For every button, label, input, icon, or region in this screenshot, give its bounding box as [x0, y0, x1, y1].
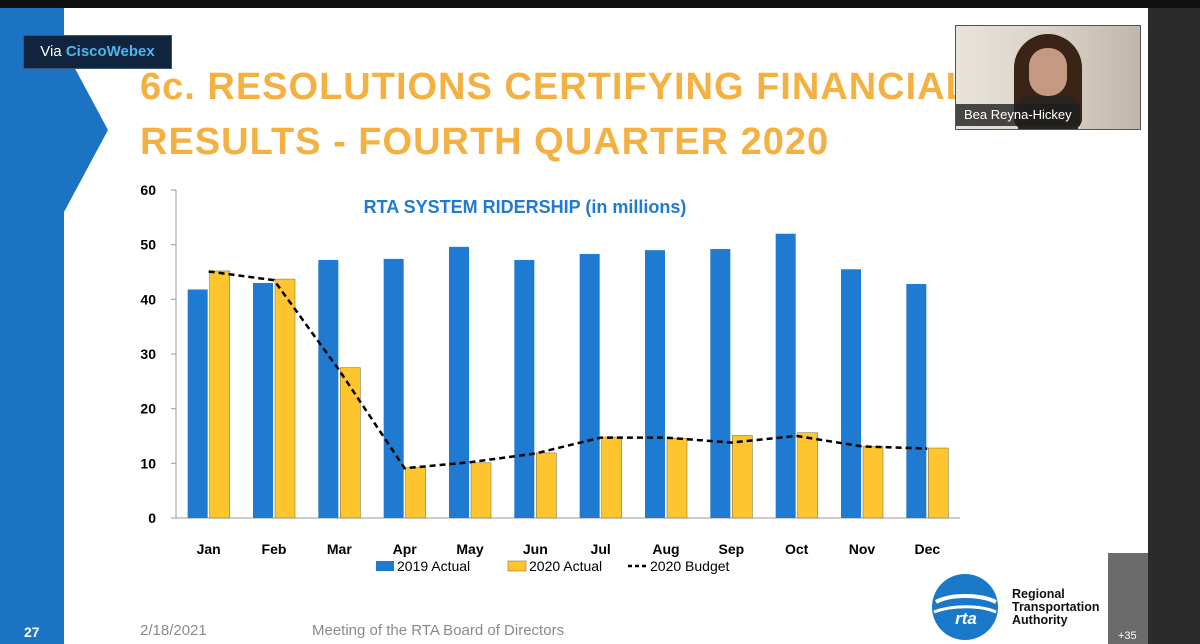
bar-2019-actual — [710, 249, 731, 519]
x-tick-label: Sep — [718, 541, 744, 557]
x-tick-label: Feb — [262, 541, 287, 557]
line-2020-budget — [208, 270, 928, 470]
y-tick-label: 30 — [140, 346, 156, 362]
bar-2020-actual — [797, 432, 818, 519]
presentation-slide: Via CiscoWebex 6c. RESOLUTIONS CERTIFYIN… — [0, 8, 1148, 644]
bar-2019-actual — [187, 289, 208, 518]
bar-2020-actual — [209, 270, 230, 519]
legend-swatch-2019 — [376, 561, 394, 571]
slide-arrow-decoration — [64, 48, 108, 212]
participant-face — [1029, 48, 1067, 96]
legend-swatch-2020 — [507, 560, 527, 572]
y-tick-label: 0 — [148, 510, 156, 526]
x-tick-label: Jul — [591, 541, 611, 557]
x-tick-label: Dec — [914, 541, 940, 557]
footer-date: 2/18/2021 — [140, 622, 207, 639]
x-tick-label: Apr — [393, 541, 418, 557]
bar-2019-actual — [514, 259, 535, 518]
bar-2020-actual — [405, 467, 426, 519]
x-tick-label: Aug — [652, 541, 679, 557]
bar-2019-actual — [449, 246, 469, 518]
legend-label-2019: 2019 Actual — [397, 558, 470, 574]
window-top-bar — [0, 0, 1200, 8]
bar-2020-actual — [666, 437, 688, 519]
slide-title-line-2: RESULTS - FOURTH QUARTER 2020 — [140, 121, 830, 163]
y-tick-label: 40 — [140, 291, 156, 307]
slide-number: 27 — [24, 624, 40, 640]
bar-2019-actual — [841, 269, 861, 518]
bar-2019-actual — [775, 233, 796, 518]
meeting-side-panel — [1148, 8, 1200, 644]
bar-2019-actual — [253, 282, 273, 518]
x-tick-label: Mar — [327, 541, 352, 557]
chart-title: RTA SYSTEM RIDERSHIP (in millions) — [364, 197, 687, 217]
y-tick-label: 60 — [140, 182, 156, 198]
organization-name: Regional Transportation Authority — [1012, 588, 1100, 627]
bar-2019-actual — [645, 250, 665, 518]
footer-meeting-title: Meeting of the RTA Board of Directors — [312, 622, 565, 639]
webex-badge: Via CiscoWebex — [23, 35, 172, 69]
more-participants-count[interactable]: +35 — [1118, 630, 1137, 642]
bar-2020-actual — [928, 447, 949, 519]
participants-panel-button[interactable] — [1108, 553, 1148, 644]
bar-2019-actual — [906, 284, 927, 518]
org-name-line: Authority — [1012, 613, 1068, 627]
bar-2020-actual — [470, 462, 492, 519]
bar-2020-actual — [862, 446, 884, 519]
x-tick-label: Oct — [785, 541, 809, 557]
x-tick-label: Jan — [197, 541, 221, 557]
y-tick-label: 10 — [140, 455, 156, 471]
slide-left-band — [0, 8, 64, 644]
bar-2020-actual — [274, 278, 296, 519]
bar-2019-actual — [383, 258, 404, 518]
legend-label-2020: 2020 Actual — [529, 558, 602, 574]
participant-name-label: Bea Reyna-Hickey — [956, 104, 1080, 126]
rta-logo-icon: rta — [932, 574, 998, 640]
x-tick-label: May — [456, 541, 483, 557]
y-tick-label: 20 — [140, 401, 156, 417]
bar-2019-actual — [318, 259, 339, 518]
rta-logo-text: rta — [955, 609, 977, 628]
org-name-line: Regional — [1012, 587, 1065, 601]
ridership-chart: 0 10 20 30 40 50 60 RTA SYSTEM RIDERSHIP (in mi… — [140, 182, 960, 574]
x-tick-label: Jun — [523, 541, 548, 557]
bar-2020-actual — [732, 435, 753, 519]
bar-2019-actual — [579, 253, 600, 518]
org-name-line: Transportation — [1012, 600, 1100, 614]
y-tick-label: 50 — [140, 237, 156, 253]
x-tick-label: Nov — [849, 541, 876, 557]
bar-2020-actual — [601, 436, 622, 519]
participant-video-tile[interactable]: Bea Reyna-Hickey — [955, 25, 1141, 130]
slide-title: 6c. RESOLUTIONS CERTIFYING FINANCIAL RESU… — [140, 60, 970, 170]
legend-label-budget: 2020 Budget — [650, 558, 730, 574]
bar-2020-actual — [340, 367, 361, 519]
bar-2020-actual — [536, 452, 557, 519]
slide-title-line-1: 6c. RESOLUTIONS CERTIFYING FINANCIAL — [140, 66, 970, 108]
